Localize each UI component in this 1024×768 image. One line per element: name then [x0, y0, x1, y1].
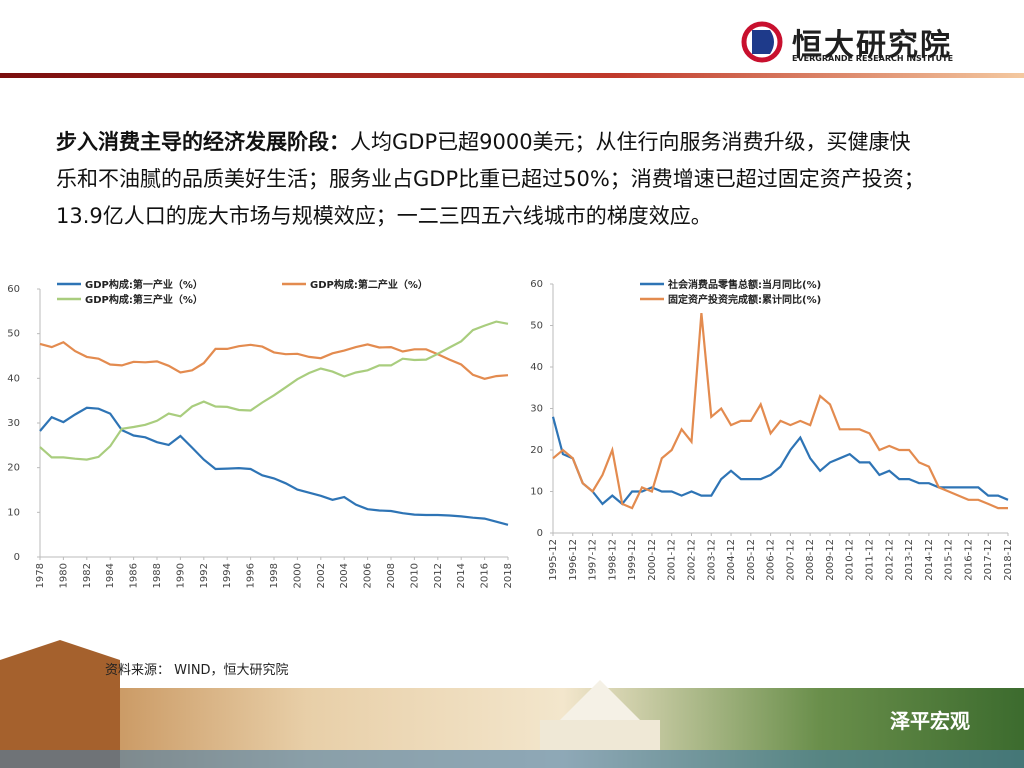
- x-tick-label: 2005-12: [746, 539, 757, 581]
- y-tick-label: 0: [537, 528, 543, 539]
- text-line: 人均GDP已超9000美元；从住行向服务消费升级，买健康快: [350, 130, 911, 154]
- logo-subtitle: EVERGRANDE RESEARCH INSTITUTE: [792, 54, 954, 63]
- building: [0, 640, 120, 768]
- y-tick-label: 50: [7, 329, 20, 340]
- series-line: [39, 340, 509, 380]
- x-tick-label: 2007-12: [785, 539, 796, 581]
- y-tick-label: 10: [7, 507, 20, 518]
- x-tick-label: 1996: [246, 563, 257, 588]
- x-tick-label: 2010: [409, 563, 420, 588]
- x-tick-label: 2010-12: [845, 539, 856, 581]
- legend-label: 社会消费品零售总额:当月同比(%): [667, 278, 821, 291]
- legend-label: 固定资产投资完成额:累计同比(%): [668, 293, 821, 306]
- legend-label: GDP构成:第二产业（%）: [310, 278, 428, 291]
- source: 资料来源： WIND，恒大研究院: [105, 663, 289, 678]
- x-tick-label: 1995-12: [548, 539, 559, 581]
- x-tick-label: 2009-12: [825, 539, 836, 581]
- lead: 步入消费主导的经济发展阶段：: [56, 130, 350, 154]
- series-line: [551, 416, 1009, 506]
- x-tick-label: 1997-12: [588, 539, 599, 581]
- x-tick-label: 2016-12: [963, 539, 974, 581]
- x-tick-label: 1999-12: [627, 539, 638, 581]
- text-line: 步入消费主导的经济发展阶段：人均GDP已超9000美元；从住行向服务消费升级，买…: [56, 124, 925, 161]
- x-tick-label: 2004-12: [726, 539, 737, 581]
- x-tick-label: 1978: [35, 563, 46, 588]
- x-tick-label: 1988: [152, 563, 163, 588]
- x-tick-label: 2008: [386, 563, 397, 588]
- legend-label: GDP构成:第三产业（%）: [85, 293, 203, 306]
- water: [0, 750, 1024, 768]
- y-tick-label: 60: [530, 279, 543, 290]
- logo-name: 恒大研究院: [792, 28, 952, 63]
- x-tick-label: 2017-12: [983, 539, 994, 581]
- x-tick-label: 1984: [105, 563, 116, 588]
- x-tick-label: 2000-12: [647, 539, 658, 581]
- y-tick-label: 20: [530, 445, 543, 456]
- capitol: [560, 680, 640, 720]
- x-tick-label: 2013-12: [904, 539, 915, 581]
- x-tick-label: 2012-12: [884, 539, 895, 581]
- x-tick-label: 2003-12: [706, 539, 717, 581]
- x-tick-label: 2002: [316, 563, 327, 588]
- x-tick-label: 2016: [480, 563, 491, 588]
- x-tick-label: 2001-12: [667, 539, 678, 581]
- header-rule: [0, 73, 1024, 78]
- watermark: 泽平宏观: [890, 709, 970, 733]
- y-tick-label: 0: [14, 552, 20, 563]
- y-tick-label: 50: [530, 321, 543, 332]
- x-tick-label: 2014: [456, 563, 467, 588]
- x-tick-label: 2004: [339, 563, 350, 588]
- x-tick-label: 2018-12: [1003, 539, 1014, 581]
- x-tick-label: 1982: [82, 563, 93, 588]
- y-tick-label: 20: [7, 463, 20, 474]
- x-tick-label: 1992: [199, 563, 210, 588]
- x-tick-label: 1998-12: [607, 539, 618, 581]
- y-tick-label: 30: [7, 418, 20, 429]
- series-line: [39, 320, 509, 461]
- text-line: 乐和不油腻的品质美好生活；服务业占GDP比重已超过50%；消费增速已超过固定资产…: [56, 167, 925, 191]
- x-tick-label: 1996-12: [568, 539, 579, 581]
- text-line: 13.9亿人口的庞大市场与规模效应；一二三四五六线城市的梯度效应。: [56, 204, 712, 228]
- x-tick-label: 2014-12: [924, 539, 935, 581]
- x-tick-label: 1990: [175, 563, 186, 588]
- y-tick-label: 30: [530, 404, 543, 415]
- x-tick-label: 1986: [129, 563, 140, 588]
- y-tick-label: 10: [530, 487, 543, 498]
- logo-mark-inner: [752, 30, 774, 54]
- x-tick-label: 2012: [433, 563, 444, 588]
- x-tick-label: 2006-12: [766, 539, 777, 581]
- x-tick-label: 2000: [292, 563, 303, 588]
- series-line: [552, 312, 1008, 510]
- capitol-base: [540, 720, 660, 750]
- x-tick-label: 2018: [503, 563, 514, 588]
- series-line: [39, 406, 509, 526]
- y-tick-label: 60: [7, 284, 20, 295]
- x-tick-label: 1980: [58, 563, 69, 588]
- legend-label: GDP构成:第一产业（%）: [85, 278, 203, 291]
- y-tick-label: 40: [530, 362, 543, 373]
- x-tick-label: 2008-12: [805, 539, 816, 581]
- x-tick-label: 1994: [222, 563, 233, 588]
- x-tick-label: 1998: [269, 563, 280, 588]
- x-tick-label: 2011-12: [865, 539, 876, 581]
- x-tick-label: 2002-12: [686, 539, 697, 581]
- x-tick-label: 2015-12: [944, 539, 955, 581]
- y-tick-label: 40: [7, 373, 20, 384]
- x-tick-label: 2006: [363, 563, 374, 588]
- body-text: 步入消费主导的经济发展阶段：人均GDP已超9000美元；从住行向服务消费升级，买…: [56, 124, 925, 235]
